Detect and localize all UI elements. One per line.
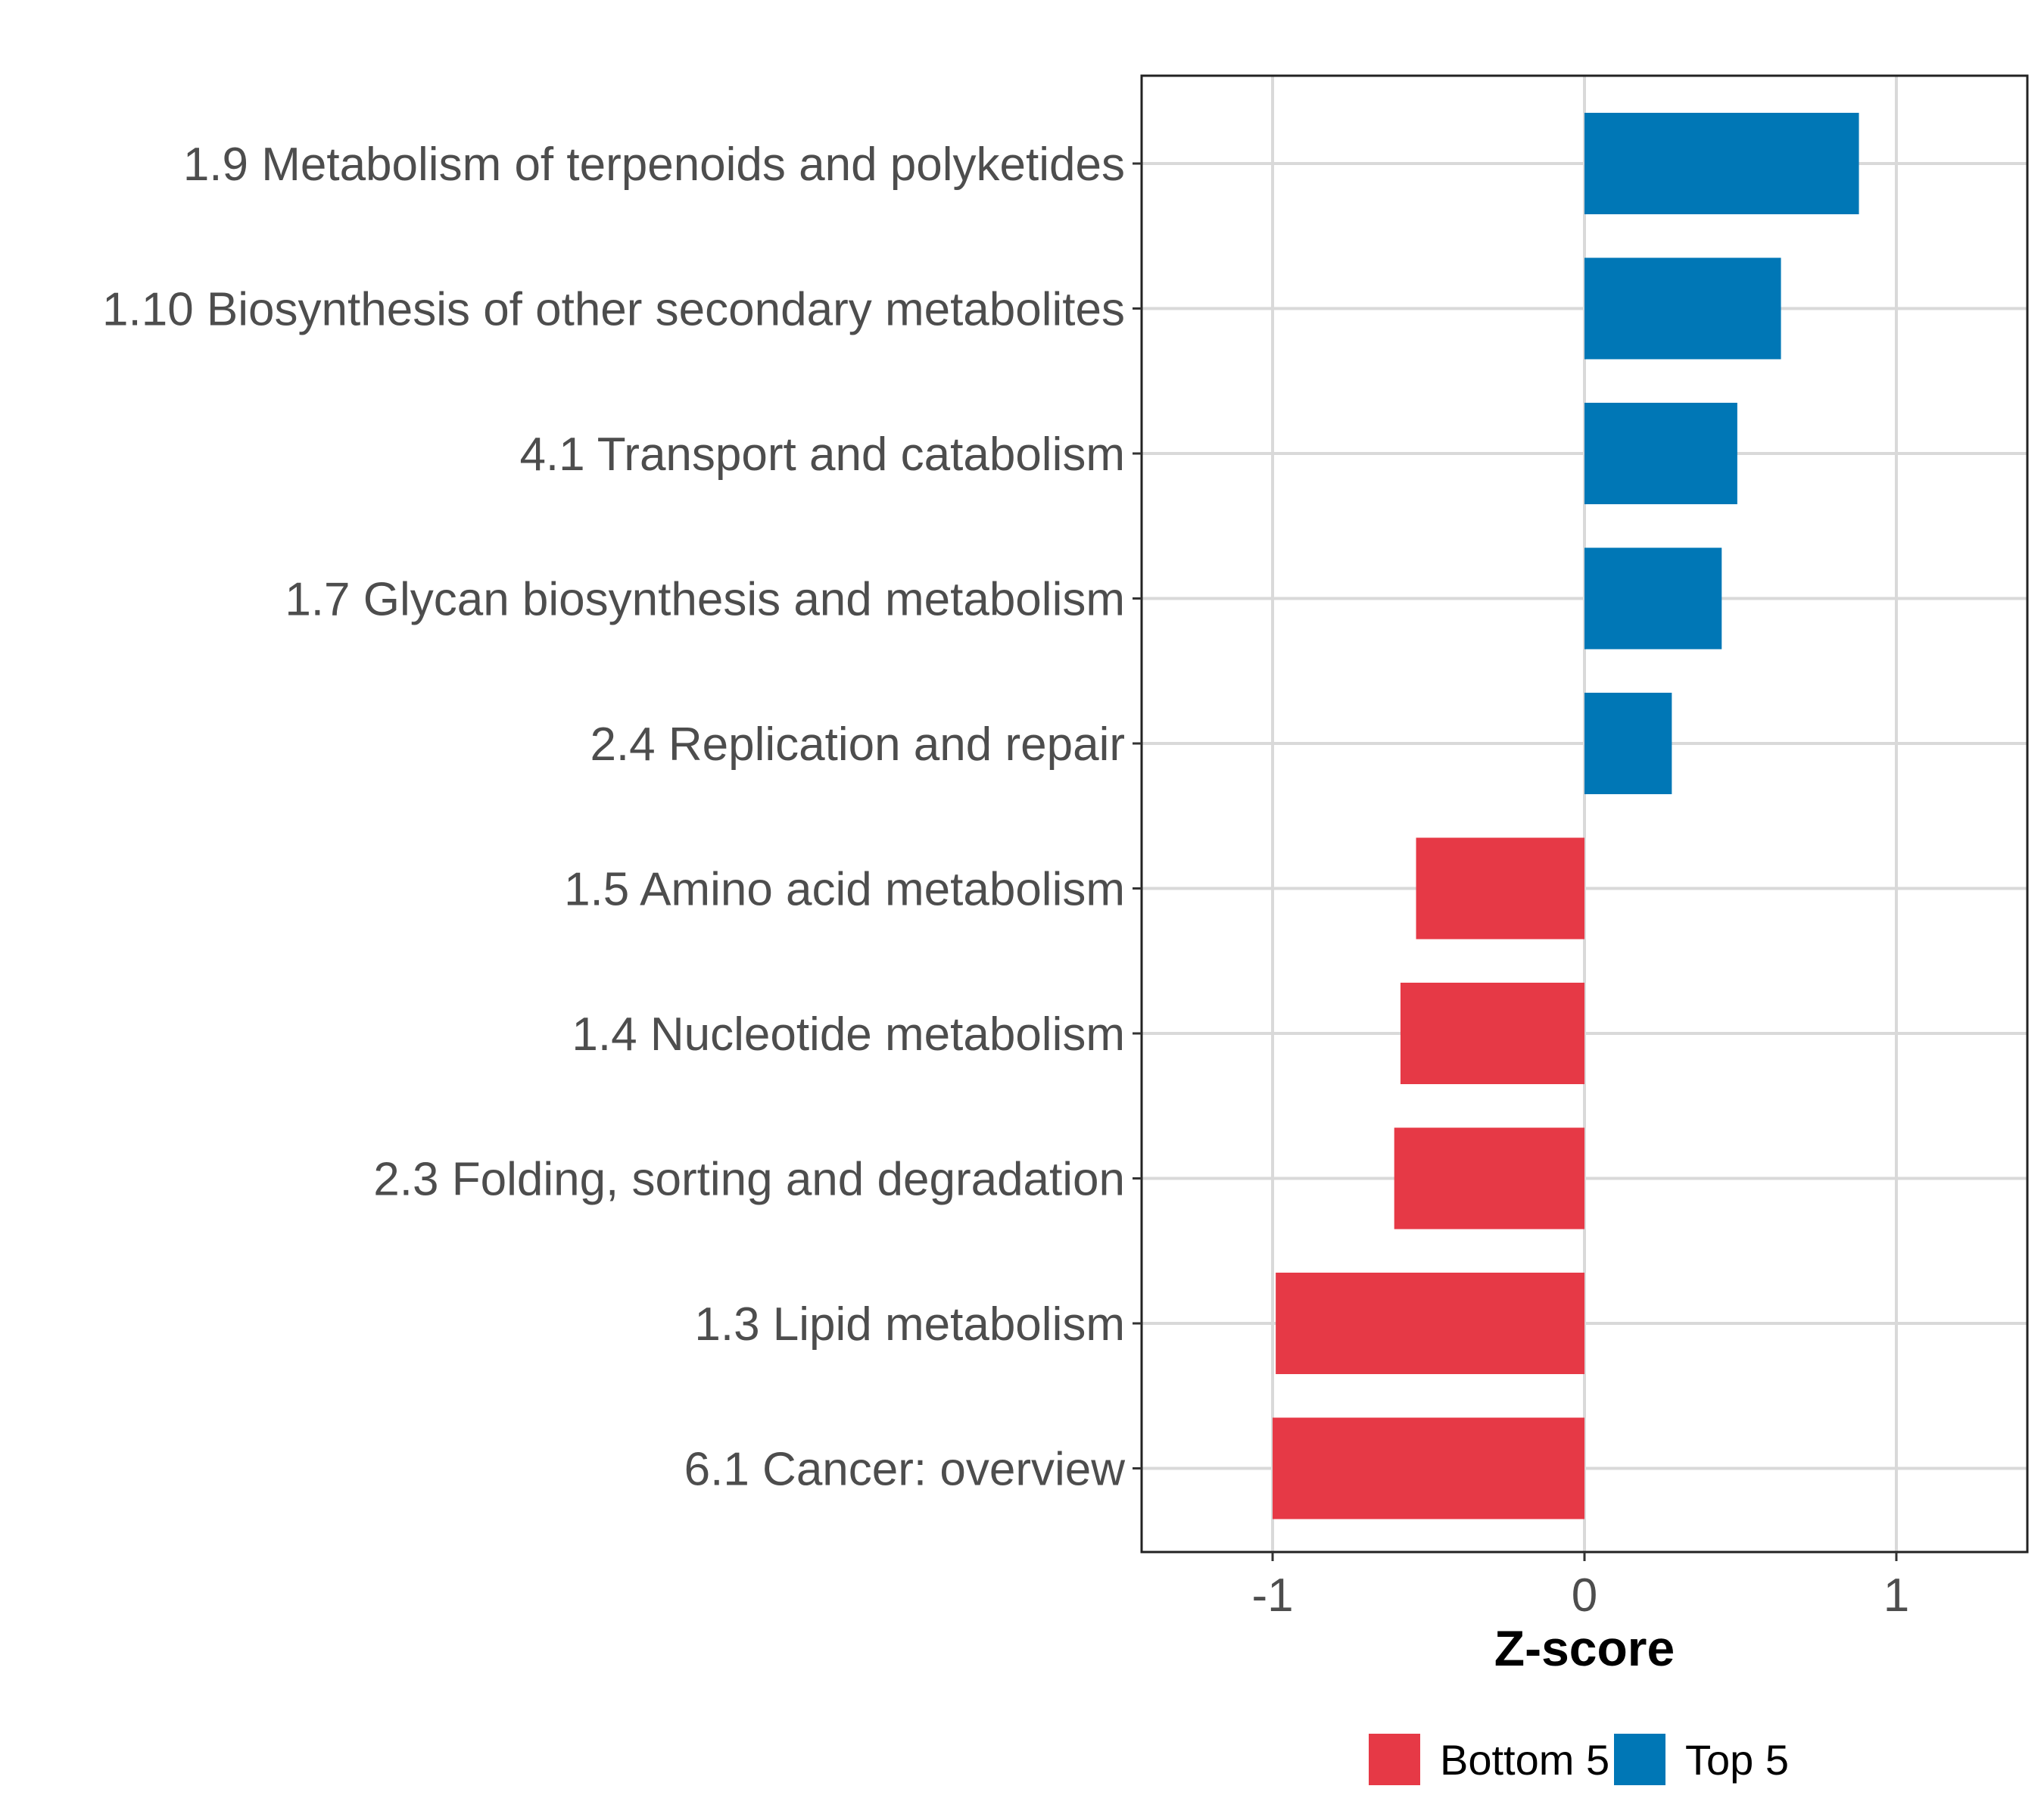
bars xyxy=(1273,113,1859,1519)
legend-label: Bottom 5 xyxy=(1440,1736,1609,1784)
legend: Bottom 5 Top 5 xyxy=(1369,1734,1789,1785)
bar xyxy=(1584,693,1672,794)
bar xyxy=(1400,983,1584,1084)
y-tick-label: 1.4 Nucleotide metabolism xyxy=(572,1008,1125,1061)
y-axis-ticks: 1.9 Metabolism of terpenoids and polyket… xyxy=(102,139,1142,1496)
y-tick-label: 2.4 Replication and repair xyxy=(590,718,1125,771)
legend-key xyxy=(1369,1734,1420,1785)
y-tick-label: 1.3 Lipid metabolism xyxy=(694,1298,1125,1351)
x-axis-title: Z-score xyxy=(1494,1620,1675,1676)
y-tick-label: 1.9 Metabolism of terpenoids and polyket… xyxy=(183,139,1125,191)
bar xyxy=(1584,113,1859,214)
y-tick-label: 1.7 Glycan biosynthesis and metabolism xyxy=(285,574,1125,626)
y-tick-label: 6.1 Cancer: overview xyxy=(684,1444,1126,1496)
bar xyxy=(1273,1417,1584,1519)
bar xyxy=(1584,257,1781,360)
bar xyxy=(1276,1273,1584,1374)
y-tick-label: 2.3 Folding, sorting and degradation xyxy=(373,1154,1125,1206)
legend-key xyxy=(1614,1734,1665,1785)
bar xyxy=(1584,547,1722,650)
x-axis-ticks: -1 0 1 xyxy=(1251,1552,1909,1622)
x-tick-label: 1 xyxy=(1884,1569,1909,1622)
bar xyxy=(1394,1127,1584,1230)
y-tick-label: 1.5 Amino acid metabolism xyxy=(564,864,1125,916)
x-tick-label: -1 xyxy=(1251,1569,1293,1622)
x-tick-label: 0 xyxy=(1572,1569,1597,1622)
bar xyxy=(1584,403,1737,504)
y-tick-label: 1.10 Biosynthesis of other secondary met… xyxy=(102,284,1125,336)
y-tick-label: 4.1 Transport and catabolism xyxy=(519,429,1125,481)
legend-label: Top 5 xyxy=(1685,1736,1789,1784)
bar xyxy=(1416,837,1584,940)
